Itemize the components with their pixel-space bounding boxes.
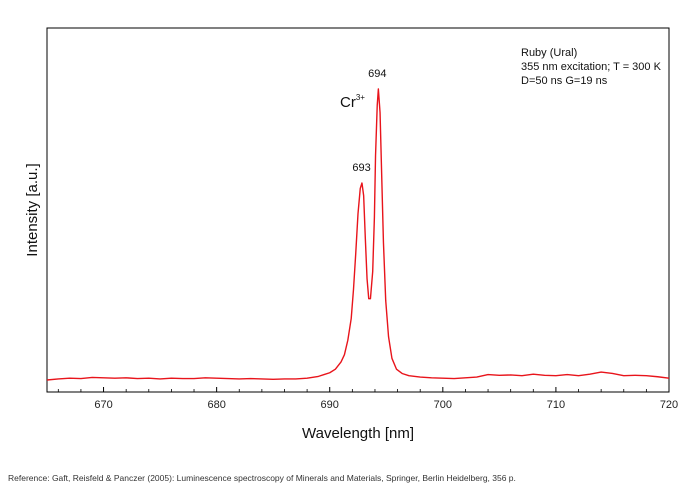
sample-note-line-2: 355 nm excitation; T = 300 K [521, 61, 662, 73]
sample-note-line-3: D=50 ns G=19 ns [521, 75, 608, 87]
ion-base: Cr [340, 94, 356, 111]
reference-citation: Reference: Gaft, Reisfeld & Panczer (200… [8, 473, 516, 483]
x-tick-label-700: 700 [434, 399, 452, 411]
x-tick-label-680: 680 [207, 399, 225, 411]
plot-frame [46, 27, 670, 393]
sample-note-line-1: Ruby (Ural) [521, 47, 577, 59]
peak-label-694: 694 [368, 68, 386, 80]
spectrum-line [46, 88, 670, 381]
x-axis-title: Wavelength [nm] [302, 425, 414, 442]
x-tick-label-670: 670 [94, 399, 112, 411]
ion-label: Cr3+ [340, 93, 365, 111]
peak-label-693: 693 [352, 162, 370, 174]
x-tick-label-720: 720 [660, 399, 678, 411]
y-axis-title: Intensity [a.u.] [24, 163, 41, 256]
x-tick-label-710: 710 [547, 399, 565, 411]
ion-superscript: 3+ [356, 93, 365, 102]
x-axis-ticks: 670 680 690 700 710 720 [57, 387, 678, 411]
spectrum-chart: 670 680 690 700 710 720 Wavelength [nm] Inten… [24, 27, 678, 442]
x-tick-label-690: 690 [321, 399, 339, 411]
